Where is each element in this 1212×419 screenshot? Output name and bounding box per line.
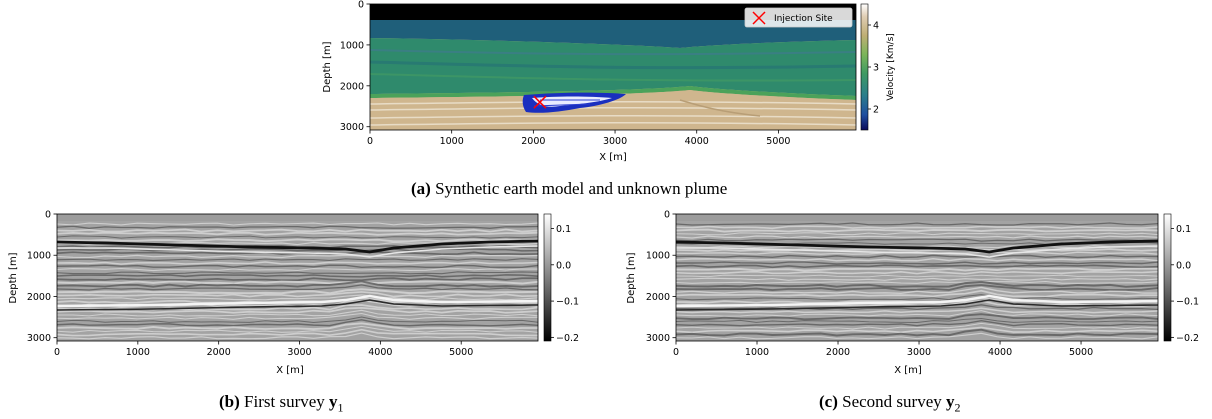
caption-c: (c) Second survey y2 xyxy=(819,392,961,415)
caption-a-letter: (a) xyxy=(411,179,431,198)
colorbar-tick-label: −0.1 xyxy=(1176,297,1199,308)
x-tick-label: 4000 xyxy=(988,347,1012,358)
y-axis-label: Depth [m] xyxy=(626,252,637,303)
colorbar-tick-label: 0.1 xyxy=(556,224,571,235)
x-tick-label: 1000 xyxy=(745,347,769,358)
x-tick-label: 3000 xyxy=(907,347,931,358)
colorbar-tick-label: −0.1 xyxy=(556,297,579,308)
colorbar: 0.1 0.0 −0.1 −0.2 xyxy=(1163,213,1199,344)
injection-site-marker xyxy=(533,95,547,109)
y-tick-label: 1000 xyxy=(340,40,364,51)
x-tick-label: 2000 xyxy=(826,347,850,358)
x-axis-label: X [m] xyxy=(599,152,627,163)
y-axis-label: Depth [m] xyxy=(8,252,19,303)
x-tick-label: 4000 xyxy=(685,136,709,147)
x-tick-label: 1000 xyxy=(126,347,150,358)
survey-1-chart: 0 1000 2000 3000 4000 5000 0 1000 2000 3000 X [m]… xyxy=(8,210,579,377)
colorbar xyxy=(860,3,869,131)
caption-b-symbol: y xyxy=(329,392,338,411)
colorbar-tick-label: 3 xyxy=(873,63,879,74)
survey-2-image xyxy=(675,213,1159,342)
y-tick-label: 1000 xyxy=(27,251,51,262)
y-tick-label: 1000 xyxy=(646,251,670,262)
legend-label: Injection Site xyxy=(774,14,833,24)
y-tick-label: 0 xyxy=(664,210,670,221)
colorbar-tick-label: 2 xyxy=(873,105,879,116)
colorbar-tick-label: 4 xyxy=(873,21,879,32)
x-tick-label: 5000 xyxy=(1069,347,1093,358)
caption-b-letter: (b) xyxy=(219,392,240,411)
y-tick-label: 2000 xyxy=(27,292,51,303)
y-tick-label: 2000 xyxy=(646,292,670,303)
x-tick-label: 3000 xyxy=(287,347,311,358)
y-tick-label: 3000 xyxy=(27,333,51,344)
caption-b-sub: 1 xyxy=(337,400,344,415)
caption-b: (b) First survey y1 xyxy=(219,392,344,415)
y-tick-label: 3000 xyxy=(340,122,364,133)
y-tick-label: 0 xyxy=(358,0,364,11)
x-tick-label: 3000 xyxy=(603,136,627,147)
colorbar-tick-label: −0.2 xyxy=(556,333,579,344)
x-tick-label: 2000 xyxy=(521,136,545,147)
colorbar-tick-label: 0.0 xyxy=(1176,260,1191,271)
caption-c-letter: (c) xyxy=(819,392,838,411)
y-tick-label: 0 xyxy=(45,210,51,221)
y-tick-label: 2000 xyxy=(340,81,364,92)
colorbar-label: Velocity [Km/s] xyxy=(886,33,896,101)
caption-c-sub: 2 xyxy=(954,400,961,415)
colorbar-ticks: 2 3 4 xyxy=(868,21,879,116)
x-tick-label: 0 xyxy=(673,347,679,358)
caption-b-text: First survey xyxy=(244,392,330,411)
velocity-model-chart: Injection Site 0 1000 2000 3000 4000 5000 0 100… xyxy=(322,0,896,163)
colorbar-tick-label: 0.1 xyxy=(1176,224,1191,235)
caption-a-text: Synthetic earth model and unknown plume xyxy=(435,179,728,198)
caption-c-text: Second survey xyxy=(842,392,946,411)
velocity-model-axes: 0 1000 2000 3000 4000 5000 0 1000 2000 3000 xyxy=(340,0,791,147)
survey-1-axes: 0 1000 2000 3000 4000 5000 0 1000 2000 3000 xyxy=(27,210,473,359)
colorbar-tick-label: −0.2 xyxy=(1176,333,1199,344)
colorbar-tick-label: 0.0 xyxy=(556,260,571,271)
colorbar: 0.1 0.0 −0.1 −0.2 xyxy=(543,213,579,344)
x-tick-label: 4000 xyxy=(368,347,392,358)
x-axis-label: X [m] xyxy=(894,365,922,376)
y-axis-label: Depth [m] xyxy=(322,41,333,92)
x-tick-label: 2000 xyxy=(207,347,231,358)
x-tick-label: 0 xyxy=(54,347,60,358)
survey-2-chart: 0 1000 2000 3000 4000 5000 0 1000 2000 3000 X [m]… xyxy=(626,210,1199,377)
survey-1-image xyxy=(56,213,539,342)
colorbar-gradient xyxy=(543,213,552,342)
y-tick-label: 3000 xyxy=(646,333,670,344)
caption-a: (a) Synthetic earth model and unknown pl… xyxy=(411,179,727,199)
colorbar-gradient xyxy=(1163,213,1172,342)
x-tick-label: 0 xyxy=(367,136,373,147)
x-tick-label: 5000 xyxy=(449,347,473,358)
survey-2-axes: 0 1000 2000 3000 4000 5000 0 1000 2000 3000 xyxy=(646,210,1093,359)
legend: Injection Site xyxy=(744,7,853,28)
x-tick-label: 5000 xyxy=(766,136,790,147)
x-tick-label: 1000 xyxy=(440,136,464,147)
x-axis-label: X [m] xyxy=(276,365,304,376)
caption-c-symbol: y xyxy=(946,392,955,411)
